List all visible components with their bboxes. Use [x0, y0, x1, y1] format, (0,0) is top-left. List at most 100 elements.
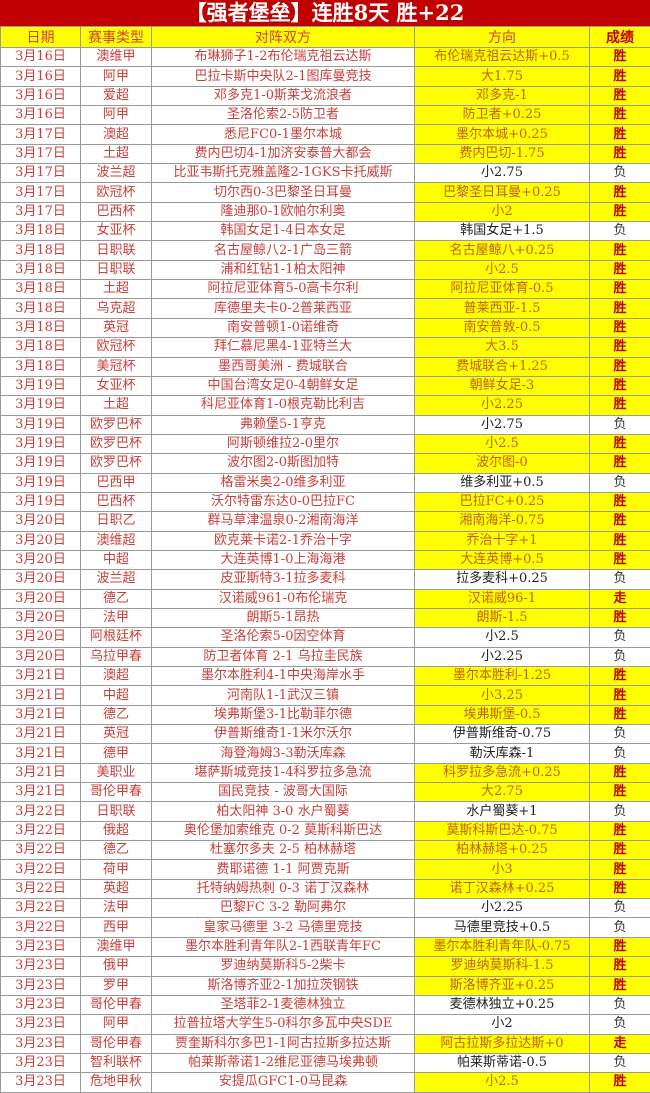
- date-cell: 3月16日: [1, 86, 81, 105]
- result-cell: 负: [590, 222, 650, 241]
- pick-cell: 邓多克-1: [415, 86, 590, 105]
- column-header-result: 成绩: [590, 27, 650, 48]
- result-cell: 胜: [590, 183, 650, 202]
- league-cell: 危地甲秋: [81, 1073, 152, 1092]
- date-cell: 3月19日: [1, 454, 81, 473]
- pick-cell: 埃弗斯堡-0.5: [415, 705, 590, 724]
- pick-cell: 柏林赫塔+0.25: [415, 841, 590, 860]
- date-cell: 3月17日: [1, 144, 81, 163]
- date-cell: 3月18日: [1, 241, 81, 260]
- pick-cell: 乔治十字+1: [415, 531, 590, 550]
- result-cell: 负: [590, 628, 650, 647]
- pick-cell: 大3.5: [415, 338, 590, 357]
- match-cell: 比亚韦斯托克雅盖隆2-1GKS卡托威斯: [152, 164, 415, 183]
- league-cell: 德乙: [81, 705, 152, 724]
- result-cell: 胜: [590, 937, 650, 956]
- date-cell: 3月18日: [1, 357, 81, 376]
- league-cell: 欧罗巴杯: [81, 415, 152, 434]
- pick-cell: 莫斯科斯巴达-0.75: [415, 821, 590, 840]
- pick-cell: 巴黎圣日耳曼+0.25: [415, 183, 590, 202]
- date-cell: 3月17日: [1, 202, 81, 221]
- pick-cell: 汉诺威96-1: [415, 589, 590, 608]
- match-cell: 墨西哥美洲 - 费城联合: [152, 357, 415, 376]
- league-cell: 欧冠杯: [81, 183, 152, 202]
- match-cell: 南安普顿1-0诺维奇: [152, 318, 415, 337]
- league-cell: 俄超: [81, 821, 152, 840]
- match-cell: 格雷米奥2-0维多利亚: [152, 473, 415, 492]
- match-cell: 帕莱斯蒂诺1-2维尼亚德马埃弗顿: [152, 1053, 415, 1072]
- match-cell: 悉尼FC0-1墨尔本城: [152, 125, 415, 144]
- result-cell: 胜: [590, 260, 650, 279]
- match-cell: 隆迪那0-1欧帕尔利奥: [152, 202, 415, 221]
- pick-cell: 费城联合+1.25: [415, 357, 590, 376]
- match-cell: 韩国女足1-4日本女足: [152, 222, 415, 241]
- pick-cell: 马德里竞技+0.5: [415, 918, 590, 937]
- date-cell: 3月19日: [1, 434, 81, 453]
- result-cell: 胜: [590, 492, 650, 511]
- league-cell: 土超: [81, 396, 152, 415]
- pick-cell: 科罗拉多急流+0.25: [415, 763, 590, 782]
- pick-cell: 韩国女足+1.5: [415, 222, 590, 241]
- date-cell: 3月22日: [1, 918, 81, 937]
- pick-cell: 防卫者+0.25: [415, 106, 590, 125]
- result-cell: 胜: [590, 608, 650, 627]
- league-cell: 乌克超: [81, 299, 152, 318]
- pick-cell: 拉多麦科+0.25: [415, 570, 590, 589]
- match-cell: 欧克莱卡诺2-1乔治十字: [152, 531, 415, 550]
- result-cell: 胜: [590, 86, 650, 105]
- match-cell: 拉普拉塔大学生5-0科尔多瓦中央SDE: [152, 1015, 415, 1034]
- date-cell: 3月22日: [1, 802, 81, 821]
- date-cell: 3月16日: [1, 48, 81, 67]
- result-cell: 走: [590, 589, 650, 608]
- match-cell: 浦和红钻1-1柏太阳神: [152, 260, 415, 279]
- date-cell: 3月22日: [1, 860, 81, 879]
- pick-cell: 小2.25: [415, 647, 590, 666]
- match-cell: 库德里夫卡0-2普莱西亚: [152, 299, 415, 318]
- match-cell: 大连英博1-0上海海港: [152, 550, 415, 569]
- league-cell: 巴西甲: [81, 473, 152, 492]
- result-cell: 走: [590, 1034, 650, 1053]
- pick-cell: 小2: [415, 202, 590, 221]
- league-cell: 英冠: [81, 725, 152, 744]
- date-cell: 3月21日: [1, 783, 81, 802]
- match-cell: 切尔西0-3巴黎圣日耳曼: [152, 183, 415, 202]
- match-cell: 名古屋鲸八2-1广岛三箭: [152, 241, 415, 260]
- pick-cell: 小2.75: [415, 164, 590, 183]
- pick-cell: 麦德林独立+0.25: [415, 995, 590, 1014]
- pick-cell: 湘南海洋-0.75: [415, 512, 590, 531]
- result-cell: 胜: [590, 454, 650, 473]
- result-cell: 胜: [590, 434, 650, 453]
- result-cell: 胜: [590, 299, 650, 318]
- league-cell: 澳超: [81, 667, 152, 686]
- match-cell: 伊普斯维奇1-1米尔沃尔: [152, 725, 415, 744]
- league-cell: 欧冠杯: [81, 338, 152, 357]
- date-cell: 3月19日: [1, 376, 81, 395]
- match-cell: 巴拉卡斯中央队2-1图库曼竞技: [152, 67, 415, 86]
- league-cell: 欧罗巴杯: [81, 434, 152, 453]
- pick-cell: 小3: [415, 860, 590, 879]
- date-cell: 3月21日: [1, 705, 81, 724]
- pick-cell: 小2.5: [415, 434, 590, 453]
- result-cell: 负: [590, 1053, 650, 1072]
- match-cell: 费内巴切4-1加济安泰普大都会: [152, 144, 415, 163]
- pick-cell: 帕莱斯蒂诺-0.5: [415, 1053, 590, 1072]
